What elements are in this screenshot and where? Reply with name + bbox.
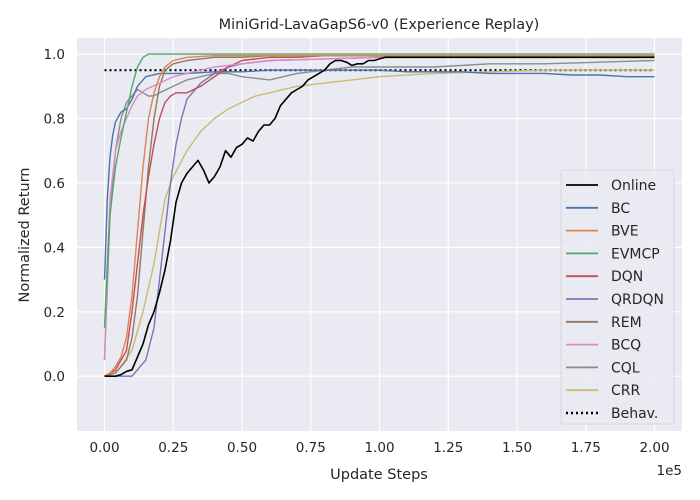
x-tick-label: 0.50 [227, 440, 257, 456]
legend-label: CQL [611, 360, 640, 376]
legend-label: Online [611, 178, 656, 194]
series-line-bcq [103, 55, 655, 361]
tick-labels: 0.00 0.25 0.50 0.75 1.00 1.25 1.50 1.75 2.00 0.0 0… [44, 47, 670, 456]
legend-label: EVMCP [611, 246, 660, 262]
series-line-online [104, 56, 655, 378]
x-tick-label: 1.00 [364, 440, 394, 456]
series-line-dqn [104, 55, 655, 377]
x-tick-label: 0.75 [296, 440, 326, 456]
x-tick-label: 0.00 [89, 440, 119, 456]
series-line-evmcp [103, 53, 655, 328]
legend-label: CRR [611, 383, 641, 399]
y-tick-label: 0.4 [44, 240, 65, 256]
y-tick-label: 0.2 [44, 305, 65, 321]
legend-label: BCQ [611, 338, 641, 354]
x-tick-label: 0.25 [158, 440, 188, 456]
x-axis-label: Update Steps [330, 467, 428, 483]
legend: Online BC BVE EVMCP DQN QRDQN REM BCQ CQL CRR Beha… [560, 169, 675, 425]
series-line-crr [104, 69, 655, 377]
x-tick-label: 1.75 [571, 440, 601, 456]
y-tick-label: 1.0 [44, 47, 65, 63]
x-axis-offset-label: 1e5 [657, 463, 682, 479]
y-tick-label: 0.6 [44, 176, 65, 192]
legend-label: Behav. [611, 406, 658, 422]
legend-label: BC [611, 201, 630, 217]
y-tick-label: 0.0 [44, 369, 65, 385]
legend-label: QRDQN [611, 292, 664, 308]
y-axis-label: Normalized Return [17, 168, 33, 303]
legend-label: BVE [611, 224, 639, 240]
x-tick-label: 2.00 [639, 440, 669, 456]
series-layer [103, 53, 655, 378]
series-line-bve [104, 55, 655, 377]
series-line-bc [103, 69, 655, 280]
legend-label: REM [611, 315, 642, 331]
x-tick-label: 1.50 [502, 440, 532, 456]
legend-box [560, 169, 675, 425]
x-tick-label: 1.25 [433, 440, 463, 456]
chart-title: MiniGrid-LavaGapS6-v0 (Experience Replay… [219, 17, 540, 33]
y-tick-label: 0.8 [44, 112, 65, 128]
legend-label: DQN [611, 269, 643, 285]
